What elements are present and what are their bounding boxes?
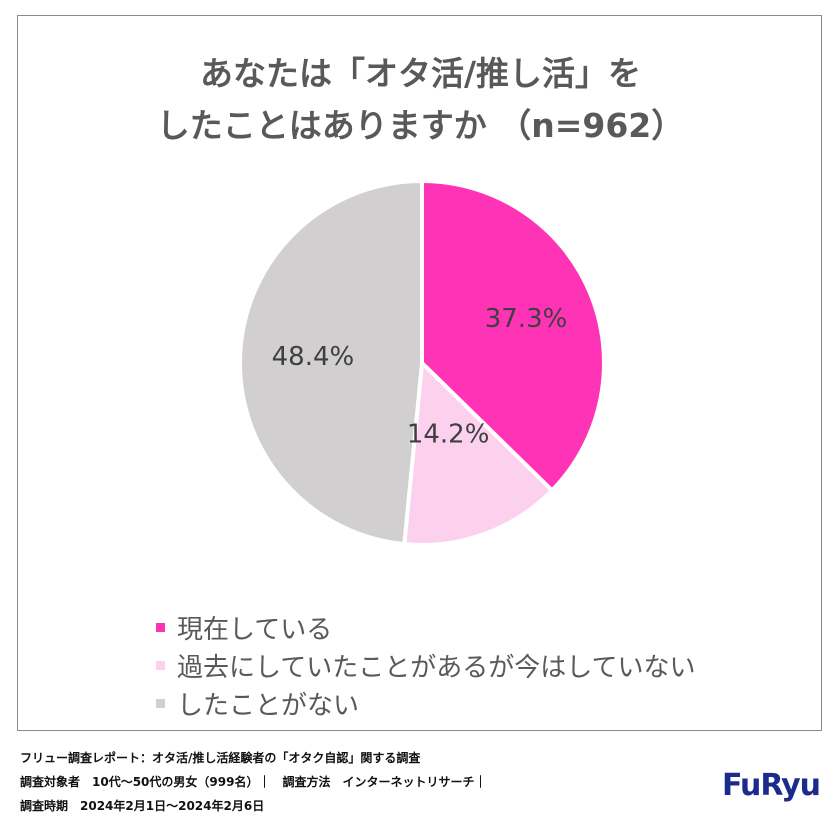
data-label-current: 37.3%	[485, 304, 568, 334]
legend-label-past: 過去にしていたことがあるが今はしていない	[177, 652, 696, 683]
legend: 現在している 過去にしていたことがあるが今はしていない したことがない	[156, 608, 695, 722]
footer-report-title: フリュー調査レポート：オタ活/推し活経験者の「オタク自認」関する調査	[20, 751, 421, 765]
legend-swatch-never	[156, 698, 165, 708]
data-label-past: 14.2%	[407, 419, 490, 449]
legend-item-current: 現在している	[156, 608, 695, 646]
pie-slice-never	[238, 179, 424, 547]
legend-label-current: 現在している	[177, 614, 333, 645]
chart-frame: あなたは「オタ活/推し活」を したことはありますか （n=962） 37.3% 1…	[17, 15, 822, 731]
survey-footer: フリュー調査レポート：オタ活/推し活経験者の「オタク自認」関する調査 調査対象者…	[20, 746, 486, 818]
furyu-logo: FuRyu	[722, 768, 821, 803]
footer-survey-target: 調査対象者 10代～50代の男女（999名）｜ 調査方法 インターネットリサーチ…	[20, 775, 487, 789]
legend-label-never: したことがない	[177, 690, 360, 721]
legend-item-past: 過去にしていたことがあるが今はしていない	[156, 646, 695, 684]
legend-swatch-past	[156, 660, 165, 670]
chart-title: あなたは「オタ活/推し活」を したことはありますか （n=962）	[18, 48, 823, 152]
legend-swatch-current	[156, 622, 165, 632]
legend-item-never: したことがない	[156, 684, 695, 722]
pie-slice-current	[420, 179, 606, 493]
pie-slice-past	[402, 361, 555, 547]
pie-chart: 37.3% 14.2% 48.4%	[238, 179, 606, 547]
data-label-never: 48.4%	[272, 342, 355, 372]
chart-title-line-1: あなたは「オタ活/推し活」を	[199, 54, 642, 93]
pie-data-labels: 37.3% 14.2% 48.4%	[272, 304, 568, 450]
chart-title-line-2: したことはありますか （n=962）	[156, 106, 685, 145]
footer-survey-period: 調査時期 2024年2月1日～2024年2月6日	[20, 799, 265, 813]
pie-slices	[238, 179, 606, 547]
